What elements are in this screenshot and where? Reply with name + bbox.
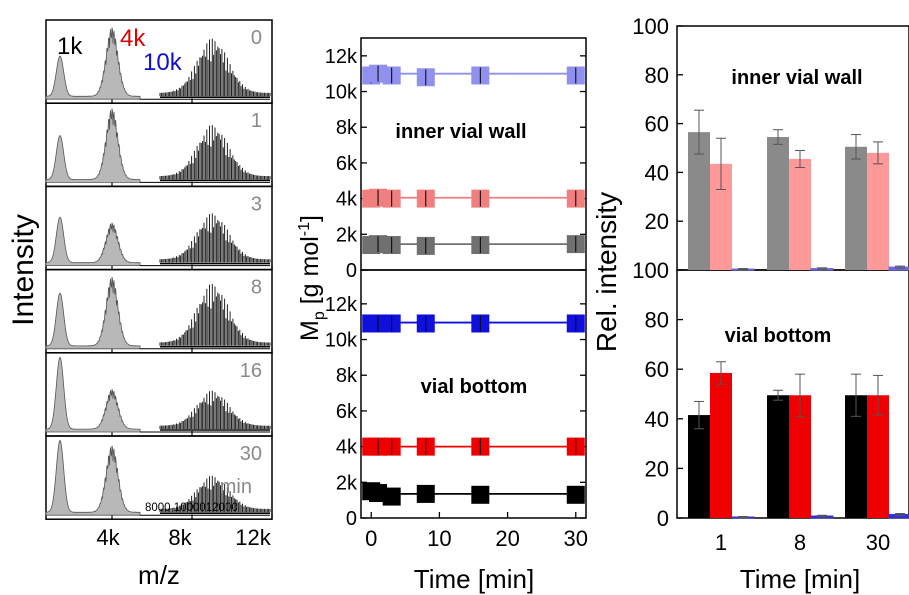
bar-y-tick-label: 40 bbox=[645, 160, 669, 185]
bar bbox=[845, 146, 867, 270]
bar bbox=[867, 395, 889, 518]
bar bbox=[789, 395, 811, 518]
mp-y-tick-label: 2k bbox=[336, 224, 358, 246]
mp-y-tick-label: 6k bbox=[336, 153, 358, 175]
mp-x-tick-label: 10 bbox=[427, 526, 451, 551]
time-label: 30 bbox=[240, 443, 262, 465]
legend-label-1k: 1k bbox=[57, 33, 83, 60]
bar bbox=[867, 152, 889, 270]
bar-y-tick-label: 100 bbox=[632, 14, 669, 39]
spectrum-low-mass-peaks bbox=[45, 356, 141, 433]
mp-y-tick-label: 10k bbox=[325, 330, 358, 352]
bar-y-tick-label: 80 bbox=[645, 63, 669, 88]
spectra-panel: Intensity m/z 4k 8k 12k 0 1 3 8 16 30 1k 4k 1… bbox=[7, 19, 273, 590]
bar bbox=[789, 158, 811, 270]
inset-x-tick-labels: 8000 1000012000 bbox=[145, 502, 238, 514]
mp-x-tick-label: 20 bbox=[495, 526, 519, 551]
time-label: 3 bbox=[251, 193, 262, 215]
mp-y-tick-label: 4k bbox=[336, 189, 358, 211]
bar-x-axis-label: Time [min] bbox=[740, 564, 860, 594]
bar-y-tick-label: 0 bbox=[657, 506, 669, 531]
time-label: 8 bbox=[251, 277, 262, 299]
bar bbox=[845, 395, 867, 518]
mp-top-subpanel-label: inner vial wall bbox=[395, 121, 526, 143]
bar-panel: 20 40 60 80 100 0 20 40 60 80 100 1 8 30 inner vial w… bbox=[591, 14, 909, 594]
mp-y-tick-label: 12k bbox=[325, 294, 358, 316]
mp-y-tick-label: 10k bbox=[325, 82, 358, 104]
time-label: 0 bbox=[251, 27, 262, 49]
legend-label-4k: 4k bbox=[120, 25, 146, 52]
bar-y-axis-label: Rel. intensity bbox=[591, 192, 622, 352]
bar-x-tick-label: 8 bbox=[794, 530, 806, 555]
mp-x-tick-label: 0 bbox=[365, 526, 377, 551]
bar-y-tick-label: 60 bbox=[645, 112, 669, 137]
mp-x-axis-label: Time [min] bbox=[414, 564, 534, 594]
mp-y-tick-label: 0 bbox=[346, 508, 357, 530]
bar bbox=[767, 137, 789, 270]
mp-data bbox=[362, 64, 585, 506]
spectra-rows: 0 1 3 8 16 30 bbox=[45, 19, 273, 520]
mp-bottom-frame bbox=[360, 269, 587, 519]
mp-y-tick-label: 12k bbox=[325, 46, 358, 68]
spectrum-frame bbox=[45, 435, 273, 520]
bar-y-tick-label: 40 bbox=[645, 407, 669, 432]
svg-text:Mp [g mol-1]: Mp [g mol-1] bbox=[296, 215, 328, 341]
mp-bottom-subpanel-label: vial bottom bbox=[421, 376, 528, 398]
bar-top-subpanel-label: inner vial wall bbox=[731, 67, 862, 89]
time-label: 16 bbox=[240, 360, 262, 382]
mp-y-tick-label: 4k bbox=[336, 437, 358, 459]
bar-y-tick-label: 100 bbox=[632, 258, 669, 283]
bar-y-tick-label: 80 bbox=[645, 308, 669, 333]
time-label: 1 bbox=[251, 110, 262, 132]
spectra-x-tick-label: 4k bbox=[96, 525, 120, 550]
bar bbox=[688, 132, 710, 270]
bar-x-tick-label: 30 bbox=[866, 530, 890, 555]
spectra-y-axis-label: Intensity bbox=[7, 214, 40, 326]
bar-x-tick-label: 1 bbox=[715, 530, 727, 555]
bar bbox=[710, 163, 732, 270]
bar-axes: 20 40 60 80 100 0 20 40 60 80 100 1 8 30 bbox=[632, 14, 890, 555]
mp-y-tick-label: 8k bbox=[336, 365, 358, 387]
time-unit-label: min bbox=[220, 476, 252, 498]
bar bbox=[710, 372, 732, 518]
mp-y-tick-label: 2k bbox=[336, 472, 358, 494]
bar-bottom-subpanel-label: vial bottom bbox=[725, 325, 832, 347]
spectrum-low-mass-peaks bbox=[45, 108, 141, 183]
bar bbox=[767, 395, 789, 518]
spectrum-low-mass-peaks bbox=[45, 439, 141, 516]
mp-x-tick-label: 30 bbox=[564, 526, 588, 551]
mp-y-axis-label: Mp [g mol-1] bbox=[296, 215, 328, 341]
mp-panel: 0 2k 4k 6k 8k 10k 12k 0 2k 4k 6k 8k 10k 12k 0 10 20 30 in… bbox=[296, 37, 588, 594]
bar-data bbox=[688, 109, 909, 519]
legend-label-10k: 10k bbox=[143, 49, 183, 76]
spectra-x-tick-label: 8k bbox=[168, 525, 192, 550]
mp-y-tick-label: 8k bbox=[336, 117, 358, 139]
mp-axes: 0 2k 4k 6k 8k 10k 12k 0 2k 4k 6k 8k 10k 12k 0 10 20 30 bbox=[325, 46, 588, 551]
spectrum-low-mass-peaks bbox=[45, 27, 141, 100]
bar-y-tick-label: 20 bbox=[645, 456, 669, 481]
bar-y-tick-label: 20 bbox=[645, 209, 669, 234]
spectrum-low-mass-peaks bbox=[45, 216, 141, 266]
bar bbox=[688, 415, 710, 518]
mp-y-tick-label: 6k bbox=[336, 401, 358, 423]
spectra-x-tick-label: 12k bbox=[235, 525, 271, 550]
spectrum-low-mass-peaks bbox=[45, 276, 141, 350]
bar-y-tick-label: 60 bbox=[645, 357, 669, 382]
mp-y-tick-label: 0 bbox=[346, 260, 357, 282]
spectra-x-axis-label: m/z bbox=[138, 560, 180, 590]
